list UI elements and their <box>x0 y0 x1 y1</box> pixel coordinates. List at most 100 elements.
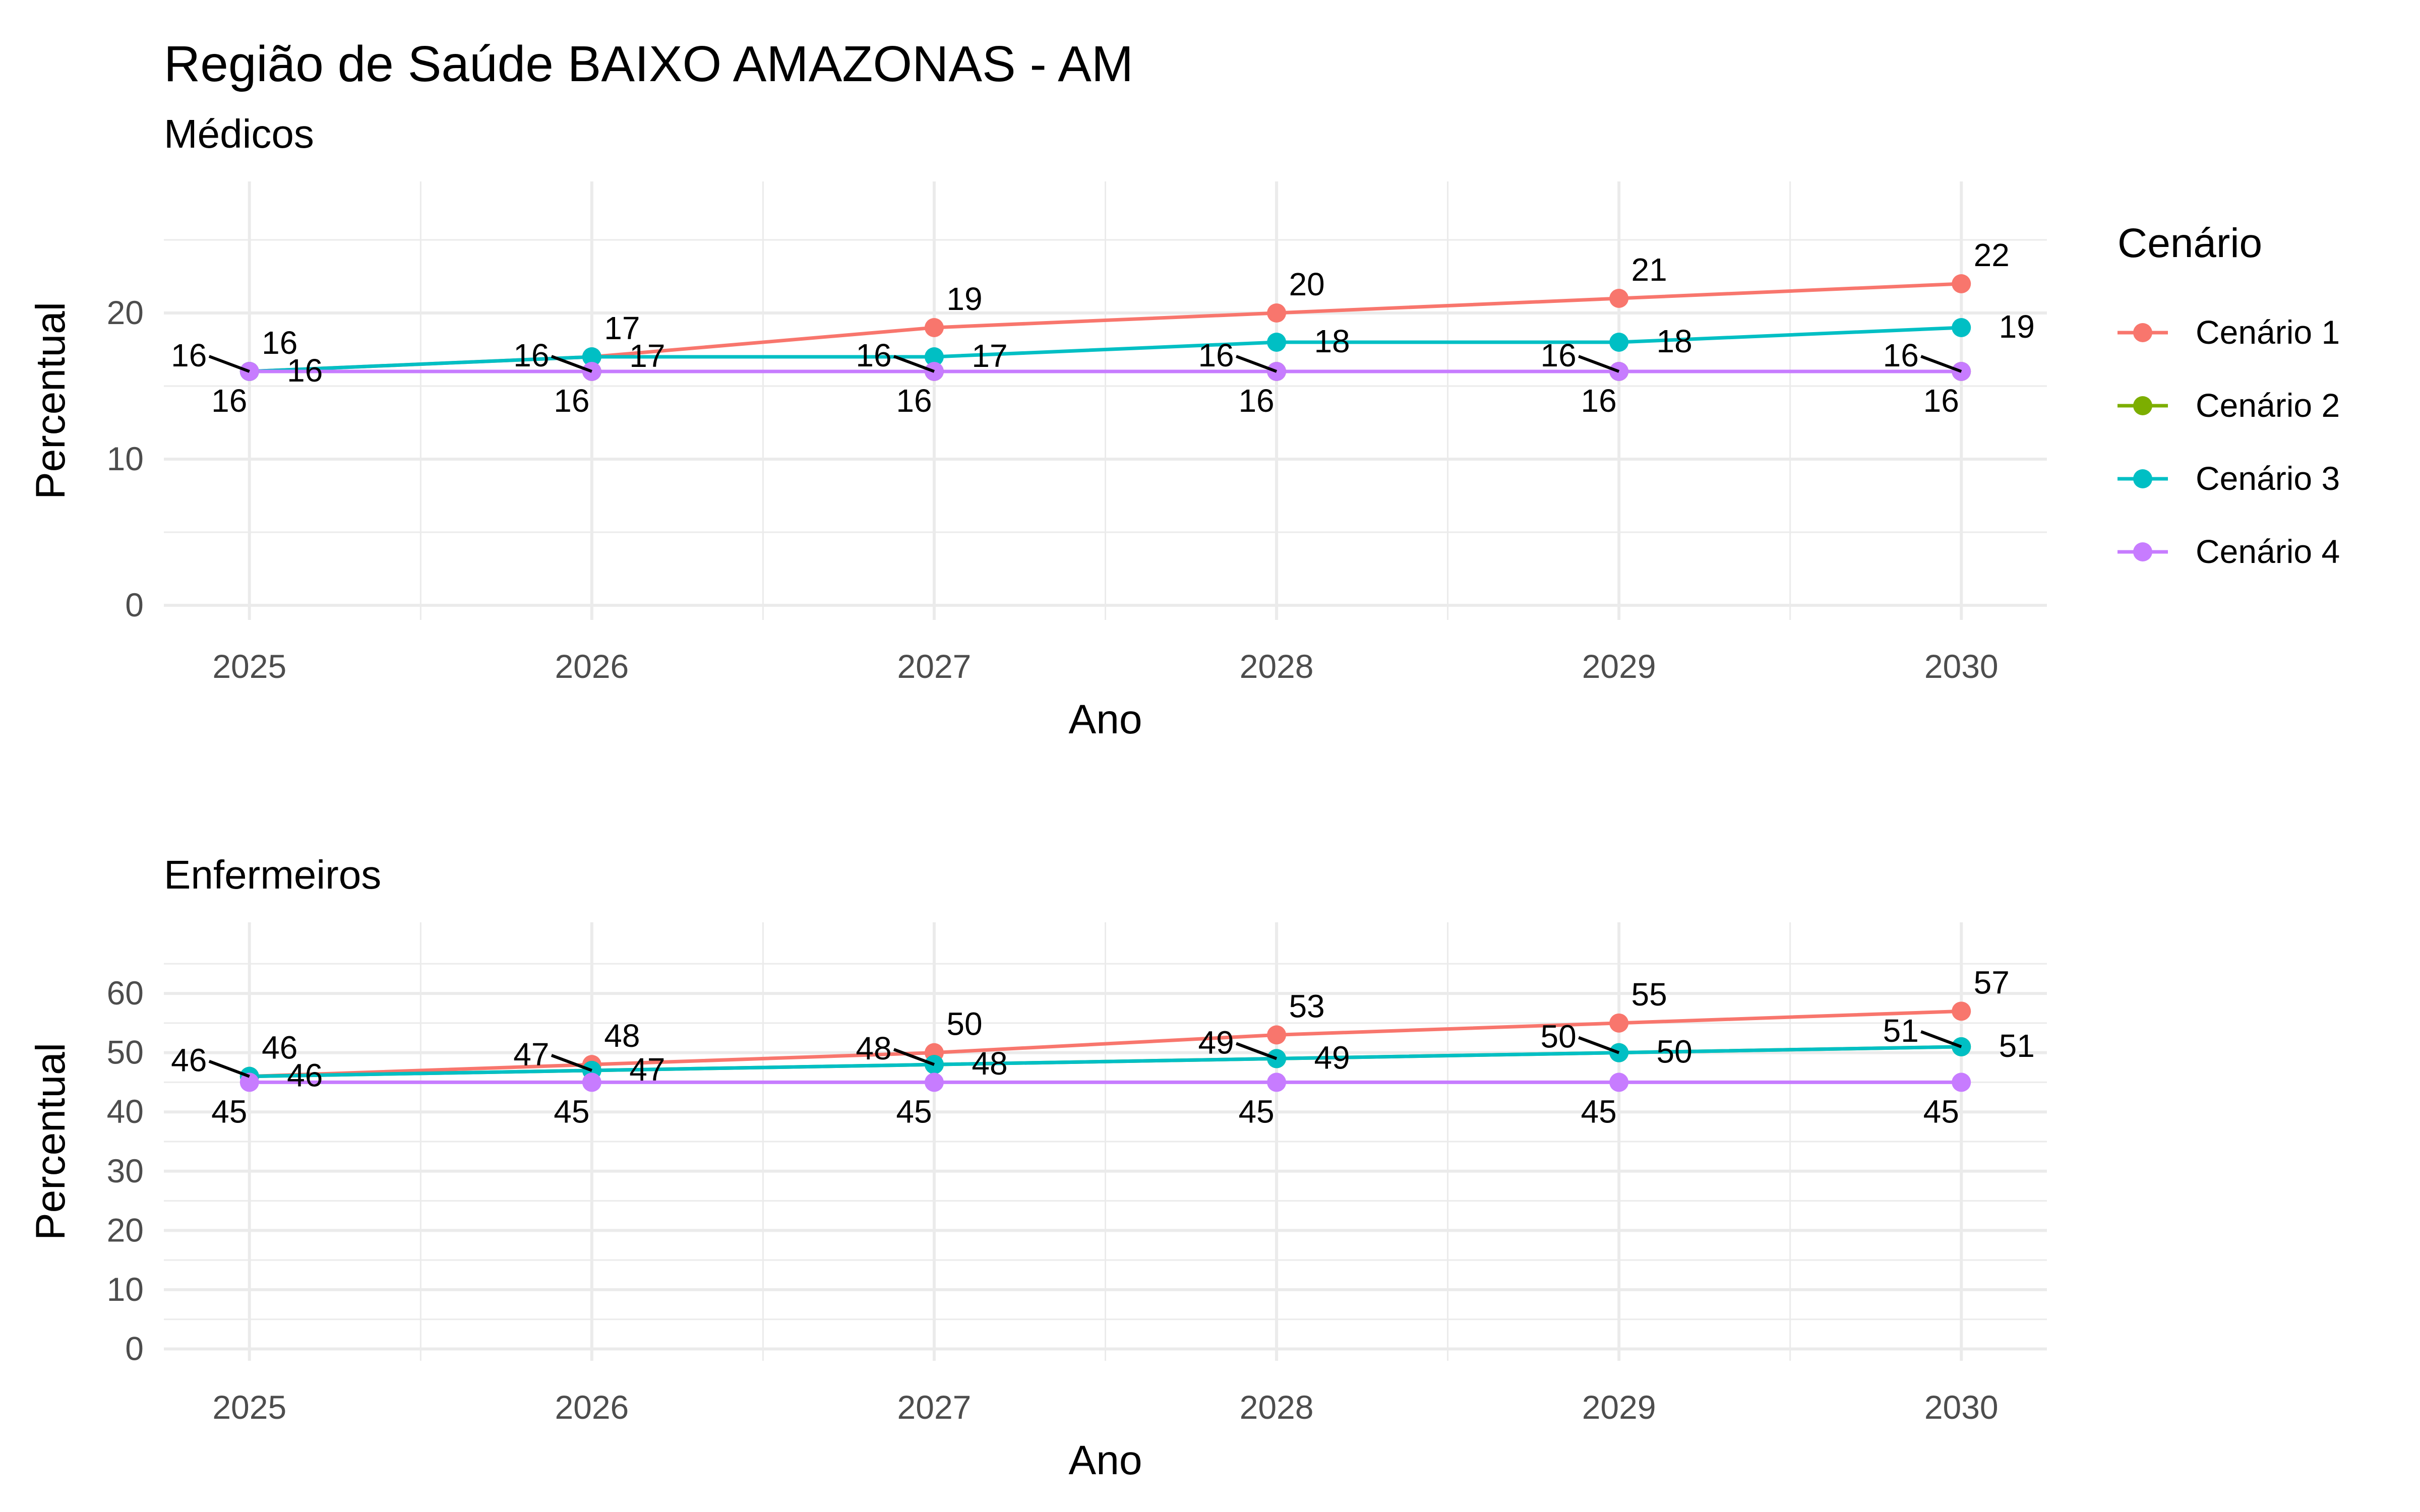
legend-key-point-cenario-3 <box>2133 469 2152 488</box>
enfermeiros-point-cenario-4-2025 <box>239 1073 259 1092</box>
enfermeiros-y-tick-60: 60 <box>107 974 144 1012</box>
medicos-point-cenario-3-2029 <box>1609 333 1629 352</box>
medicos-x-tick-2028: 2028 <box>1240 648 1314 685</box>
medicos-data-label-cenario-1-2029: 21 <box>1631 251 1667 288</box>
medicos-y-tick-0: 0 <box>125 586 144 623</box>
medicos-label-segment-cenario-2-2028 <box>1235 355 1278 373</box>
legend-key-point-cenario-1 <box>2133 323 2152 342</box>
enfermeiros-line-cenario-1 <box>249 1009 1962 1079</box>
legend-key-point-cenario-4 <box>2133 542 2152 561</box>
medicos-data-label-cenario-3-2030: 19 <box>1999 308 2035 345</box>
medicos-label-segment-cenario-2-2029 <box>1578 355 1620 373</box>
medicos-data-label-cenario-3-2029: 18 <box>1657 323 1692 359</box>
enfermeiros-point-cenario-4-2028 <box>1267 1073 1287 1092</box>
medicos-point-cenario-1-2029 <box>1609 289 1629 308</box>
enfermeiros-data-label-cenario-3-2025: 46 <box>287 1057 323 1094</box>
medicos-data-label-cenario-4-2025: 16 <box>211 383 247 419</box>
medicos-x-tick-2030: 2030 <box>1924 648 1999 685</box>
enfermeiros-data-label-cenario-2-2025: 46 <box>171 1042 207 1079</box>
enfermeiros-x-tick-2026: 2026 <box>555 1389 629 1426</box>
legend-label-cenario-4: Cenário 4 <box>2196 533 2340 570</box>
legend-label-cenario-2: Cenário 2 <box>2196 387 2340 424</box>
medicos-label-segment-cenario-2-2025 <box>208 355 250 373</box>
enfermeiros-data-label-cenario-1-2030: 57 <box>1974 964 2010 1000</box>
enfermeiros-data-label-cenario-3-2028: 49 <box>1314 1039 1350 1076</box>
medicos-data-label-cenario-4-2026: 16 <box>554 383 589 419</box>
enfermeiros-data-label-cenario-4-2026: 45 <box>554 1093 589 1129</box>
medicos-line-cenario-3 <box>249 326 1962 373</box>
enfermeiros-x-tick-2029: 2029 <box>1582 1389 1656 1426</box>
enfermeiros-label-segment-cenario-2-2030 <box>1920 1030 1962 1048</box>
medicos-x-tick-2027: 2027 <box>897 648 972 685</box>
enfermeiros-point-cenario-4-2029 <box>1609 1073 1629 1092</box>
enfermeiros-data-label-cenario-2-2028: 49 <box>1198 1024 1234 1060</box>
medicos-point-cenario-3-2026 <box>582 347 601 366</box>
medicos-data-label-cenario-1-2030: 22 <box>1974 237 2010 273</box>
medicos-data-label-cenario-4-2027: 16 <box>896 383 932 419</box>
enfermeiros-y-tick-10: 10 <box>107 1271 144 1308</box>
enfermeiros-label-segment-cenario-2-2026 <box>551 1054 592 1072</box>
enfermeiros-x-axis-title: Ano <box>1069 1437 1142 1483</box>
medicos-data-label-cenario-3-2027: 17 <box>972 338 1007 374</box>
legend-title: Cenário <box>2118 220 2262 266</box>
enfermeiros-data-label-cenario-3-2026: 47 <box>629 1051 665 1088</box>
medicos-data-label-cenario-2-2030: 16 <box>1883 337 1919 373</box>
enfermeiros-data-label-cenario-1-2026: 48 <box>604 1018 640 1054</box>
enfermeiros-data-label-cenario-1-2029: 55 <box>1631 976 1667 1013</box>
medicos-data-label-cenario-1-2026: 17 <box>604 310 640 346</box>
enfermeiros-y-tick-20: 20 <box>107 1211 144 1248</box>
enfermeiros-label-segment-cenario-2-2025 <box>208 1059 250 1078</box>
enfermeiros-y-tick-40: 40 <box>107 1093 144 1130</box>
enfermeiros-data-label-cenario-4-2029: 45 <box>1581 1093 1617 1129</box>
medicos-x-axis-title: Ano <box>1069 697 1142 742</box>
legend-key-point-cenario-2 <box>2133 396 2152 415</box>
enfermeiros-point-cenario-4-2027 <box>924 1073 944 1092</box>
medicos-data-label-cenario-4-2029: 16 <box>1581 383 1617 419</box>
medicos-point-cenario-3-2028 <box>1267 333 1287 352</box>
enfermeiros-data-label-cenario-3-2027: 48 <box>972 1045 1007 1082</box>
enfermeiros-data-label-cenario-1-2027: 50 <box>946 1006 982 1042</box>
medicos-data-label-cenario-1-2025: 16 <box>262 325 297 361</box>
enfermeiros-point-cenario-1-2029 <box>1609 1013 1629 1033</box>
medicos-data-label-cenario-2-2025: 16 <box>171 337 207 373</box>
enfermeiros-x-tick-2028: 2028 <box>1240 1389 1314 1426</box>
medicos-point-cenario-1-2028 <box>1267 303 1287 323</box>
enfermeiros-data-label-cenario-1-2025: 46 <box>262 1030 297 1066</box>
medicos-label-segment-cenario-2-2030 <box>1920 355 1962 373</box>
enfermeiros-data-label-cenario-2-2030: 51 <box>1883 1013 1919 1049</box>
enfermeiros-data-label-cenario-4-2030: 45 <box>1923 1093 1959 1129</box>
enfermeiros-data-label-cenario-2-2027: 48 <box>856 1030 891 1066</box>
enfermeiros-data-label-cenario-4-2028: 45 <box>1238 1093 1274 1129</box>
medicos-data-label-cenario-3-2026: 17 <box>629 338 665 374</box>
enfermeiros-point-cenario-4-2030 <box>1952 1073 1971 1092</box>
enfermeiros-point-cenario-3-2029 <box>1609 1043 1629 1062</box>
enfermeiros-x-tick-2030: 2030 <box>1924 1389 1999 1426</box>
medicos-label-segment-cenario-2-2026 <box>551 355 592 373</box>
enfermeiros-data-label-cenario-4-2027: 45 <box>896 1093 932 1129</box>
medicos-x-tick-2025: 2025 <box>212 648 286 685</box>
medicos-x-tick-2026: 2026 <box>555 648 629 685</box>
enfermeiros-point-cenario-1-2030 <box>1952 1001 1971 1021</box>
enfermeiros-label-segment-cenario-2-2027 <box>893 1048 935 1066</box>
legend-label-cenario-3: Cenário 3 <box>2196 460 2340 497</box>
enfermeiros-label-segment-cenario-2-2028 <box>1235 1042 1278 1060</box>
medicos-y-axis-title: Percentual <box>28 302 74 499</box>
enfermeiros-point-cenario-4-2026 <box>582 1073 601 1092</box>
medicos-point-cenario-1-2027 <box>924 318 944 337</box>
medicos-point-cenario-3-2030 <box>1952 318 1971 337</box>
medicos-data-label-cenario-1-2028: 20 <box>1289 266 1324 302</box>
enfermeiros-x-tick-2027: 2027 <box>897 1389 972 1426</box>
enfermeiros-data-label-cenario-4-2025: 45 <box>211 1093 247 1129</box>
medicos-y-tick-20: 20 <box>107 294 144 331</box>
enfermeiros-y-tick-50: 50 <box>107 1034 144 1071</box>
medicos-y-tick-10: 10 <box>107 440 144 477</box>
medicos-point-cenario-1-2030 <box>1952 274 1971 293</box>
enfermeiros-y-tick-0: 0 <box>125 1330 144 1367</box>
panel-title-enfermeiros: Enfermeiros <box>164 852 382 897</box>
medicos-data-label-cenario-3-2025: 16 <box>287 352 323 389</box>
medicos-data-label-cenario-1-2027: 19 <box>946 281 982 317</box>
enfermeiros-data-label-cenario-3-2029: 50 <box>1657 1034 1692 1070</box>
medicos-point-cenario-3-2027 <box>924 347 944 366</box>
enfermeiros-label-segment-cenario-2-2029 <box>1578 1036 1620 1054</box>
